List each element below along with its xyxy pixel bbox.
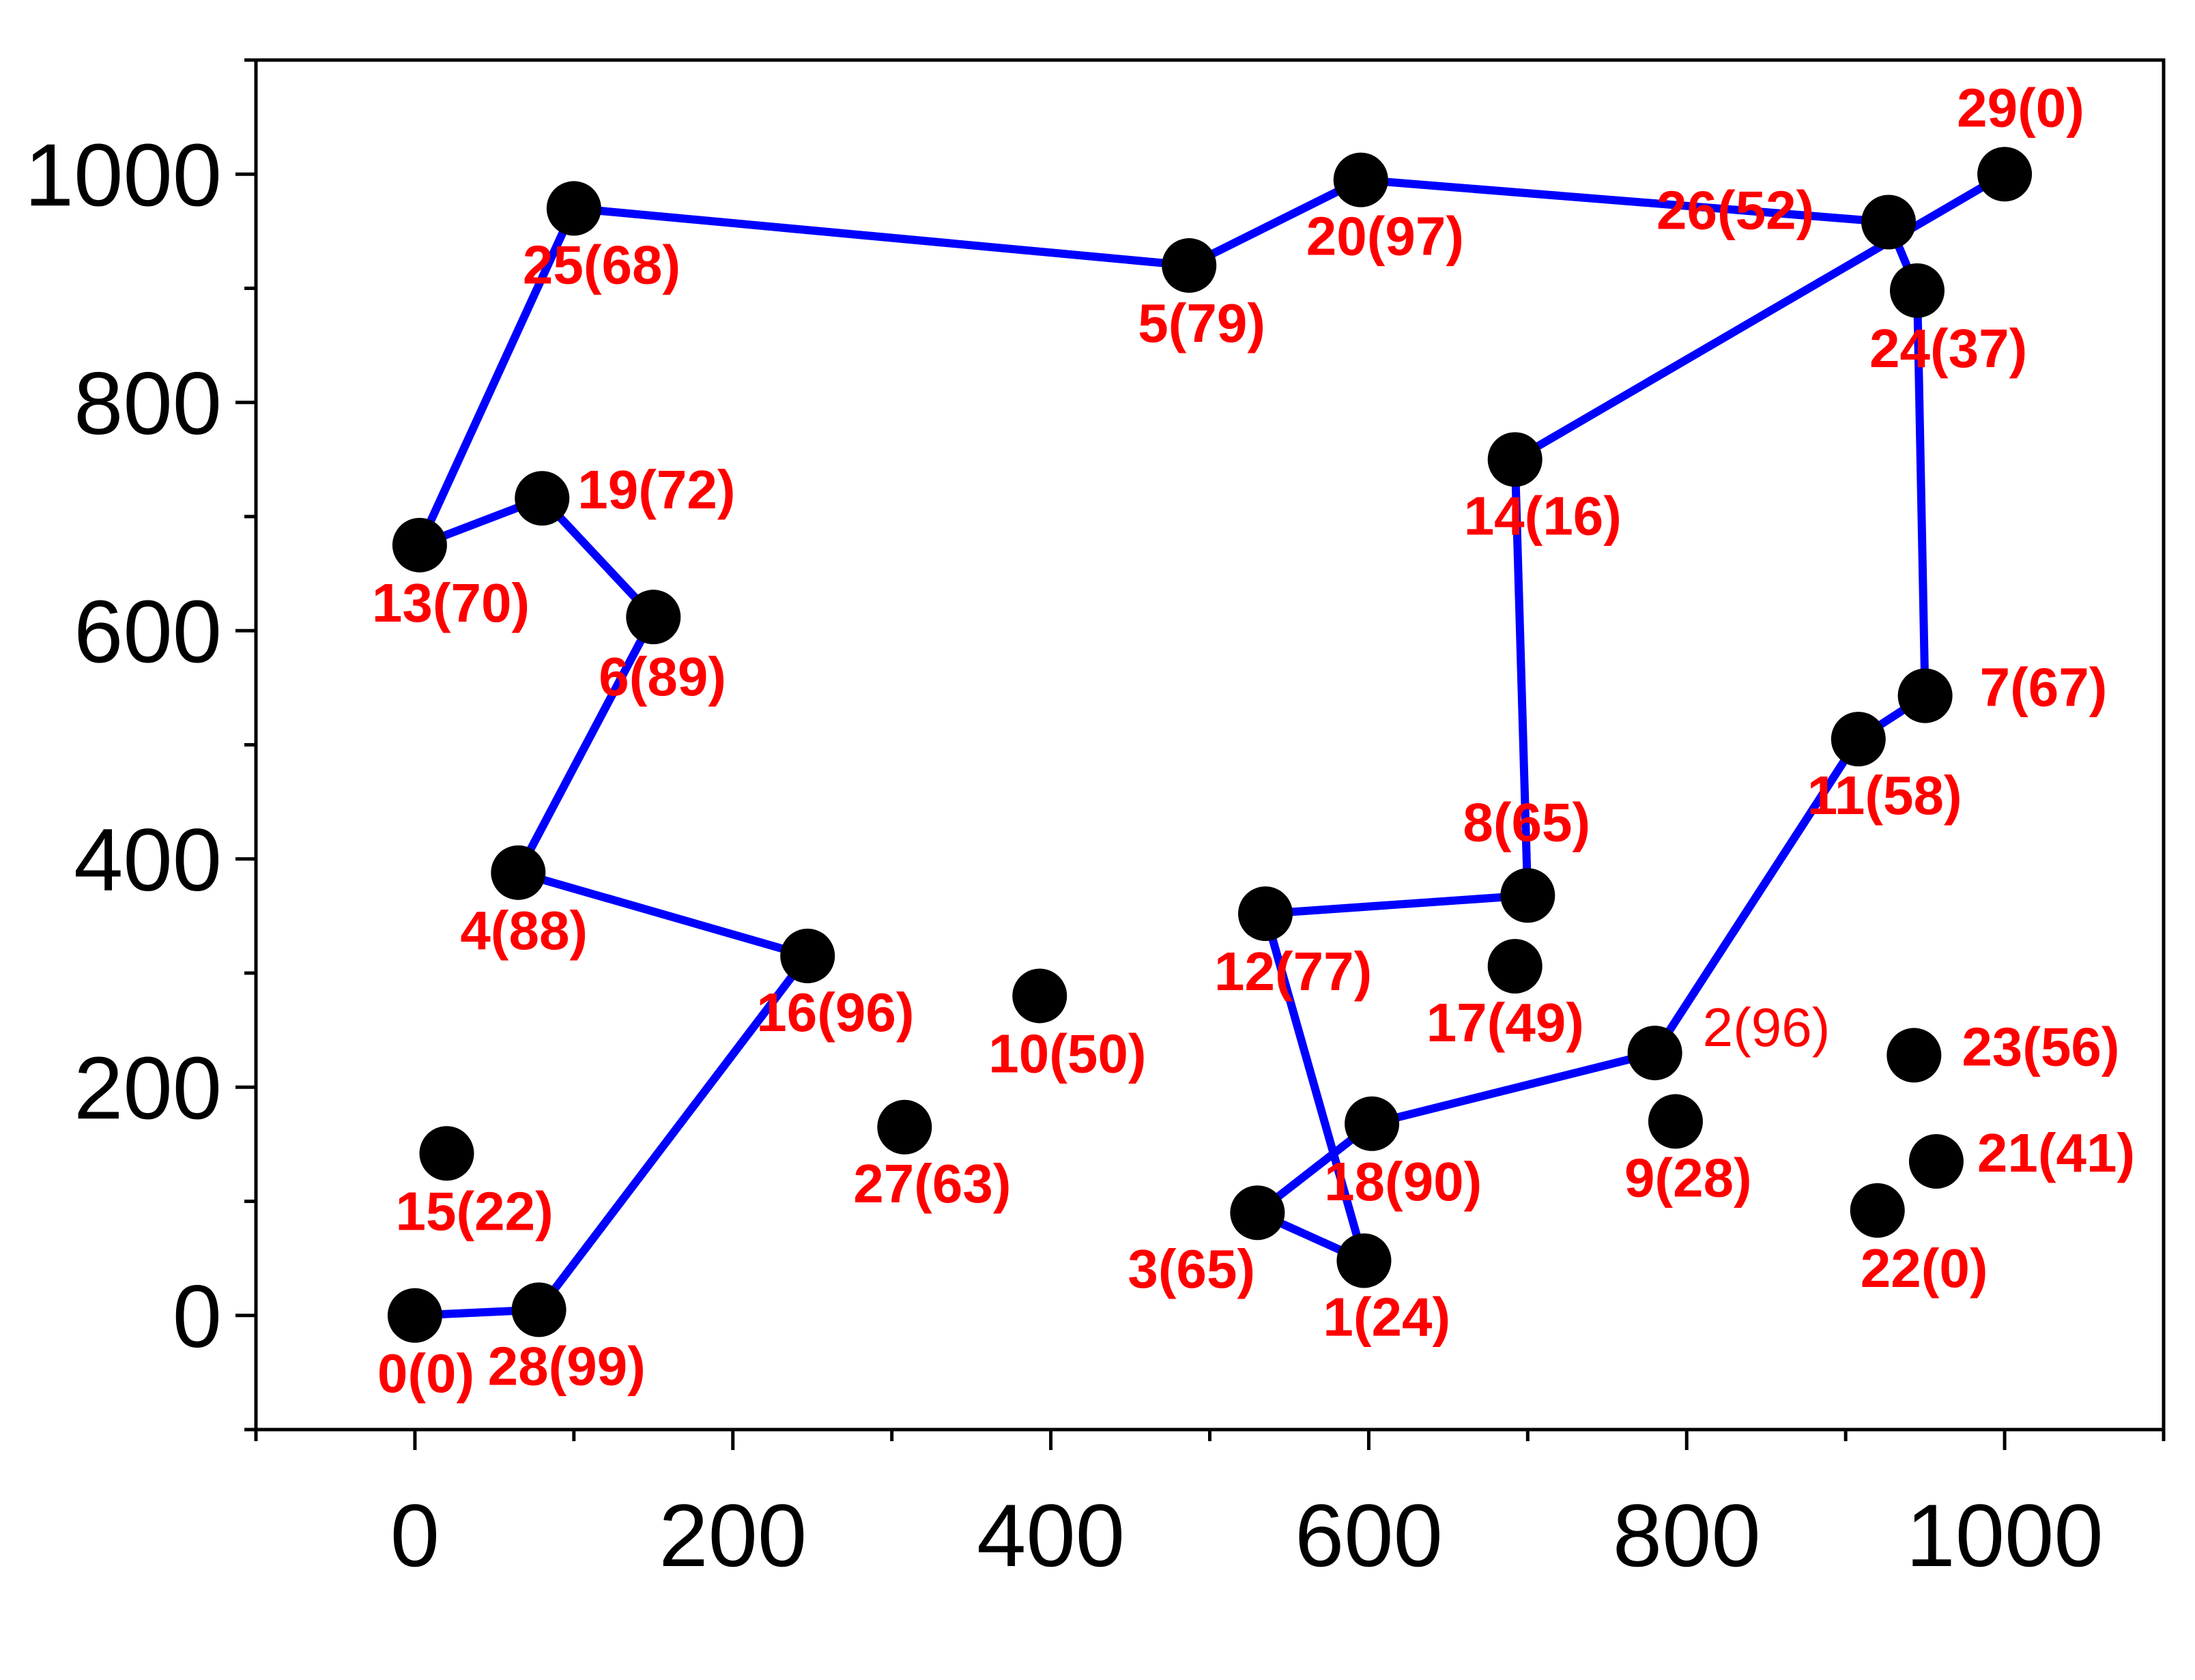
point-label: 23(56) (1962, 1016, 2119, 1077)
data-point (877, 1099, 932, 1155)
point-label: 6(89) (599, 646, 726, 707)
point-label: 11(58) (1807, 765, 1962, 826)
data-point (1345, 1096, 1400, 1151)
point-label: 0(0) (377, 1343, 474, 1404)
point-label: 24(37) (1869, 318, 2027, 379)
y-tick-label: 600 (74, 581, 222, 681)
y-tick-label: 1000 (25, 125, 222, 225)
point-label: 22(0) (1861, 1238, 1988, 1299)
point-label: 15(22) (396, 1181, 554, 1241)
data-point (1850, 1183, 1905, 1238)
data-point (1487, 432, 1543, 487)
point-label: 4(88) (460, 900, 588, 961)
point-label: 18(90) (1324, 1151, 1482, 1212)
data-points (387, 147, 2033, 1343)
point-label: 10(50) (988, 1023, 1146, 1084)
point-label: 26(52) (1656, 179, 1814, 240)
data-point (1648, 1094, 1703, 1149)
data-point (1861, 194, 1917, 250)
point-label: 8(65) (1463, 792, 1590, 852)
data-point (1897, 668, 1953, 723)
x-tick-label: 1000 (1906, 1486, 2103, 1585)
data-point (1908, 1133, 1964, 1189)
point-label: 9(28) (1624, 1147, 1752, 1208)
data-point (1333, 152, 1388, 207)
data-point (387, 1288, 442, 1343)
x-tick-label: 800 (1613, 1486, 1761, 1585)
point-label: 12(77) (1214, 941, 1372, 1002)
axes: 0 200 400 600 800 1000 0 200 400 600 800 1000 (25, 58, 2166, 1585)
data-point (419, 1126, 474, 1181)
point-labels: 0(0) 1(24) 2(96) 3(65) 4(88) 5(79) 6(89) 7(67) 8… (372, 77, 2135, 1404)
data-point (546, 181, 601, 236)
point-label: 17(49) (1426, 992, 1584, 1053)
x-tick-label: 400 (977, 1486, 1125, 1585)
data-point (1012, 968, 1067, 1024)
route-line (412, 171, 2007, 1320)
data-point (1230, 1185, 1285, 1241)
y-tick-label: 0 (173, 1266, 222, 1366)
point-label: 20(97) (1306, 206, 1464, 267)
point-label: 25(68) (523, 234, 680, 295)
route-path (412, 171, 2007, 1320)
point-label: 13(70) (372, 573, 530, 633)
data-point (511, 1282, 566, 1337)
point-label: 7(67) (1980, 657, 2108, 718)
data-point (491, 845, 546, 900)
point-label: 2(96) (1703, 997, 1831, 1058)
data-point (392, 517, 447, 573)
y-tick-label: 800 (74, 353, 222, 453)
point-label: 14(16) (1464, 485, 1622, 546)
point-label: 29(0) (1957, 77, 2084, 138)
point-label: 28(99) (488, 1335, 646, 1396)
point-label: 1(24) (1323, 1286, 1450, 1347)
y-tick-label: 200 (74, 1038, 222, 1138)
data-point (780, 928, 835, 983)
data-point (1500, 868, 1555, 923)
x-tick-label: 600 (1295, 1486, 1443, 1585)
data-point (1886, 1028, 1942, 1083)
y-tick-label: 400 (74, 810, 222, 910)
data-point (1336, 1233, 1392, 1288)
data-point (626, 590, 681, 645)
data-point (1889, 263, 1945, 318)
data-point (1977, 147, 2033, 202)
point-label: 3(65) (1128, 1239, 1255, 1299)
point-label: 5(79) (1138, 293, 1265, 353)
data-point (1831, 712, 1886, 767)
data-point (515, 471, 570, 526)
data-point (1627, 1026, 1682, 1081)
data-point (1162, 238, 1217, 293)
data-point (1238, 886, 1293, 942)
point-label: 27(63) (853, 1153, 1011, 1214)
x-tick-label: 0 (390, 1486, 440, 1585)
data-point (1487, 938, 1543, 994)
point-label: 19(72) (577, 459, 735, 520)
point-label: 21(41) (1977, 1123, 2135, 1183)
point-label: 16(96) (756, 982, 914, 1043)
x-tick-label: 200 (659, 1486, 807, 1585)
